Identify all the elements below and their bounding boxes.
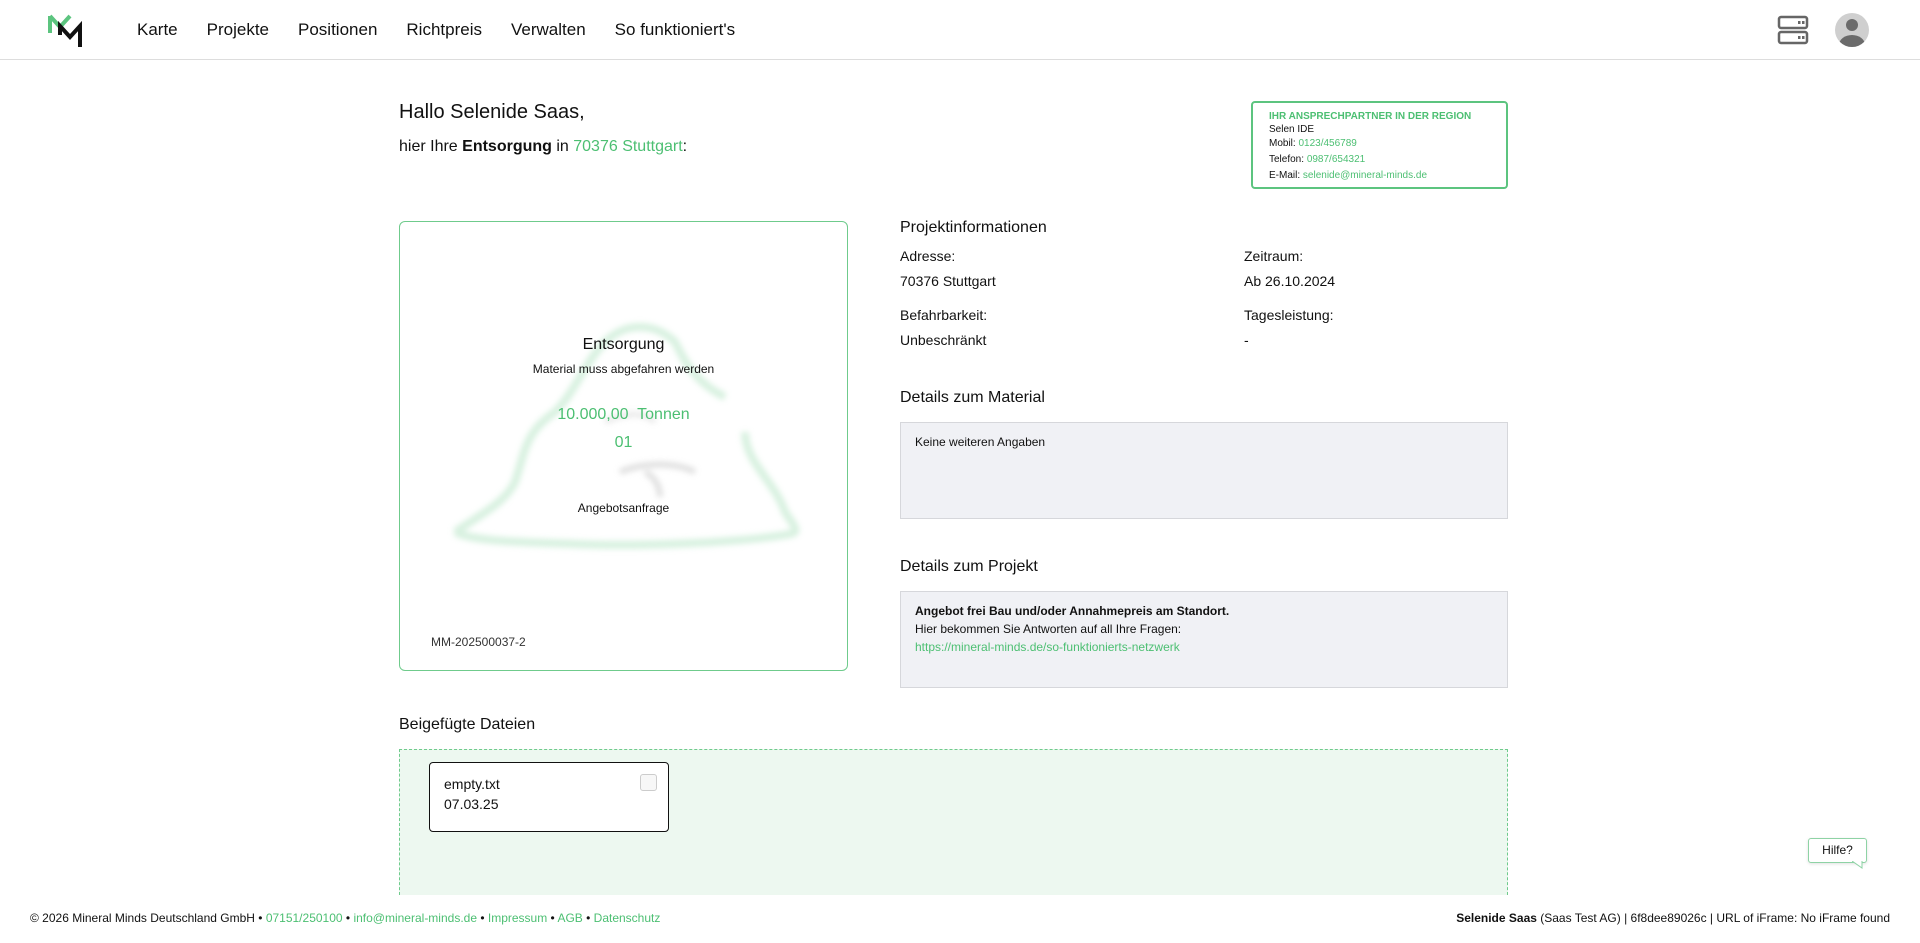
footer-right: Selenide Saas (Saas Test AG) | 6f8dee890… xyxy=(1456,911,1890,925)
period-label: Zeitraum: xyxy=(1244,248,1304,264)
text: in xyxy=(551,138,574,155)
project-card[interactable]: Entsorgung Material muss abgefahren werd… xyxy=(399,221,848,671)
contact-name: Selen IDE xyxy=(1269,124,1315,135)
card-status: Angebotsanfrage xyxy=(577,501,670,515)
contact-title: IHR ANSPRECHPARTNER IN DER REGION xyxy=(1269,111,1472,122)
server-icon[interactable] xyxy=(1777,14,1809,46)
material-heading: Details zum Material xyxy=(900,389,1045,406)
card-code: 01 xyxy=(614,434,633,451)
impressum-link[interactable]: Impressum xyxy=(487,911,548,925)
file-name: empty.txt xyxy=(444,776,500,792)
nav-so-funktionierts[interactable]: So funktioniert's xyxy=(614,20,736,39)
file-date: 07.03.25 xyxy=(444,796,499,812)
faq-link[interactable]: https://mineral-minds.de/so-funktioniert… xyxy=(915,640,1180,654)
project-details-bold: Angebot frei Bau und/oder Annahmepreis a… xyxy=(915,604,1230,618)
sep: • xyxy=(342,911,354,925)
nav-projekte[interactable]: Projekte xyxy=(206,20,270,39)
main-nav: Karte Projekte Positionen Richtpreis Ver… xyxy=(137,20,764,40)
file-checkbox[interactable] xyxy=(640,774,657,791)
text: hier Ihre xyxy=(399,138,463,155)
email-link[interactable]: selenide@mineral-minds.de xyxy=(1302,170,1428,181)
sep: • xyxy=(477,911,488,925)
daily-label: Tagesleistung: xyxy=(1244,307,1334,323)
project-details-text: Hier bekommen Sie Antworten auf all Ihre… xyxy=(915,622,1182,636)
mineral-minds-logo[interactable] xyxy=(47,13,83,49)
help-button[interactable]: Hilfe? xyxy=(1808,838,1867,863)
address-label: Adresse: xyxy=(900,248,956,264)
footer-email-link[interactable]: info@mineral-minds.de xyxy=(353,911,477,925)
phone-label: Telefon: xyxy=(1269,154,1307,165)
greeting: Hallo Selenide Saas, xyxy=(399,101,585,123)
daily-value: - xyxy=(1244,332,1249,348)
footer-left: © 2026 Mineral Minds Deutschland GmbH • … xyxy=(30,911,660,925)
type: Entsorgung xyxy=(462,138,552,155)
help-bubble-tail-icon xyxy=(1852,861,1863,869)
greeting-subtitle: hier Ihre Entsorgung in 70376 Stuttgart: xyxy=(399,138,687,156)
contact-person-box: IHR ANSPRECHPARTNER IN DER REGION Selen … xyxy=(1251,101,1508,189)
mobile-label: Mobil: xyxy=(1269,138,1299,149)
nav-positionen[interactable]: Positionen xyxy=(298,20,378,39)
period-value: Ab 26.10.2024 xyxy=(1244,273,1336,289)
footer-info: (Saas Test AG) | 6f8dee89026c | URL of i… xyxy=(1536,911,1890,925)
address-value: 70376 Stuttgart xyxy=(900,273,996,289)
card-amount: 10.000,00 Tonnen xyxy=(557,406,690,423)
avatar-icon[interactable] xyxy=(1834,12,1870,48)
files-heading: Beigefügte Dateien xyxy=(399,716,536,733)
file-dropzone[interactable]: empty.txt 07.03.25 xyxy=(399,749,1508,895)
location: 70376 Stuttgart xyxy=(573,138,683,155)
file-card[interactable]: empty.txt 07.03.25 xyxy=(429,762,669,832)
card-subtitle: Material muss abgefahren werden xyxy=(532,362,715,376)
phone-link[interactable]: 0987/654321 xyxy=(1306,154,1366,165)
project-details-box: Angebot frei Bau und/oder Annahmepreis a… xyxy=(900,591,1508,688)
access-label: Befahrbarkeit: xyxy=(900,307,988,323)
access-value: Unbeschränkt xyxy=(900,332,987,348)
footer-user: Selenide Saas xyxy=(1456,911,1537,925)
footer-phone-link[interactable]: 07151/250100 xyxy=(265,911,343,925)
nav-richtpreis[interactable]: Richtpreis xyxy=(406,20,482,39)
card-id: MM-202500037-2 xyxy=(431,635,526,649)
copyright: © 2026 Mineral Minds Deutschland GmbH • xyxy=(30,911,266,925)
material-text: Keine weiteren Angaben xyxy=(915,435,1046,449)
material-details-box: Keine weiteren Angaben xyxy=(900,422,1508,519)
sep: • xyxy=(582,911,594,925)
top-header: Karte Projekte Positionen Richtpreis Ver… xyxy=(0,0,1920,60)
project-details-heading: Details zum Projekt xyxy=(900,558,1038,575)
nav-verwalten[interactable]: Verwalten xyxy=(511,20,586,39)
nav-karte[interactable]: Karte xyxy=(137,20,178,39)
sep: • xyxy=(547,911,558,925)
email-label: E-Mail: xyxy=(1269,170,1303,181)
material-pile-icon xyxy=(452,323,800,549)
card-title: Entsorgung xyxy=(582,336,665,353)
text: : xyxy=(682,138,688,155)
agb-link[interactable]: AGB xyxy=(557,911,583,925)
project-info-heading: Projektinformationen xyxy=(900,219,1047,236)
mobile-link[interactable]: 0123/456789 xyxy=(1298,138,1357,149)
datenschutz-link[interactable]: Datenschutz xyxy=(593,911,661,925)
